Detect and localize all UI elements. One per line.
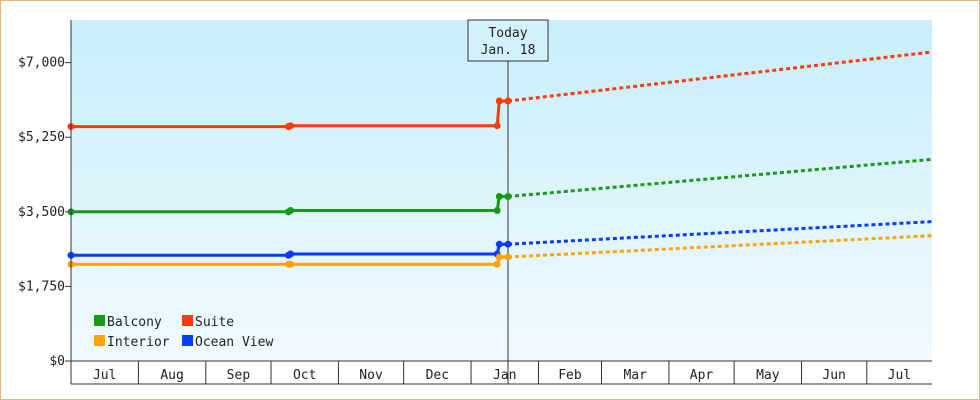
series-projection-ocean-view xyxy=(507,220,933,246)
series-interior xyxy=(67,234,933,268)
legend-swatch-balcony xyxy=(94,315,105,326)
y-tick-label: $7,000 xyxy=(18,56,65,71)
data-point-interior xyxy=(504,253,512,261)
data-point-balcony xyxy=(493,207,501,215)
x-tick-label: Jan xyxy=(493,368,516,383)
data-point-interior xyxy=(287,260,295,268)
series-projection-interior xyxy=(507,234,933,259)
data-point-interior xyxy=(493,260,501,268)
data-point-balcony xyxy=(287,207,295,215)
x-axis: Jul Aug Sep Oct Nov Dec Jan Feb Mar Apr May Jun Jul xyxy=(71,360,932,385)
data-point-suite xyxy=(493,122,501,130)
today-box xyxy=(467,19,549,62)
y-tick-label: $5,250 xyxy=(18,130,65,145)
y-tick-label: $1,750 xyxy=(18,279,65,294)
data-point-suite xyxy=(504,97,512,105)
legend-swatch-suite xyxy=(182,315,193,326)
legend-swatch-ocean-view xyxy=(182,335,193,346)
x-tick-label: Jul xyxy=(93,368,116,383)
today-date-label: Jan. 18 xyxy=(481,43,536,58)
legend-label-suite: Suite xyxy=(195,315,234,330)
series-suite xyxy=(67,50,933,131)
x-tick-label: Jul xyxy=(888,368,911,383)
data-point-suite xyxy=(287,122,295,130)
y-axis-ticks: $0 $1,750 $3,500 $5,250 $7,000 xyxy=(18,56,71,369)
series-projection-suite xyxy=(507,50,933,103)
x-tick-label: May xyxy=(756,368,780,383)
y-tick-label: $3,500 xyxy=(18,205,65,220)
data-point-balcony xyxy=(495,192,503,200)
data-point-ocean-view xyxy=(287,250,295,258)
x-tick-label: Feb xyxy=(558,368,582,383)
today-label: Today xyxy=(488,26,527,41)
legend-label-interior: Interior xyxy=(107,335,170,350)
series-ocean-view xyxy=(67,220,933,259)
y-tick-label: $0 xyxy=(49,354,65,369)
series-balcony xyxy=(67,157,933,216)
data-point-suite xyxy=(495,97,503,105)
x-tick-label: Nov xyxy=(359,368,383,383)
series-group xyxy=(67,50,933,268)
legend-label-ocean-view: Ocean View xyxy=(195,335,273,350)
legend-swatch-interior xyxy=(94,335,105,346)
data-point-ocean-view xyxy=(504,240,512,248)
x-tick-label: Sep xyxy=(227,368,251,383)
x-tick-label: Mar xyxy=(623,368,647,383)
today-marker: Today Jan. 18 xyxy=(467,19,549,384)
data-point-ocean-view xyxy=(495,240,503,248)
data-point-balcony xyxy=(504,192,512,200)
legend: Balcony Suite Interior Ocean View xyxy=(94,315,273,350)
x-tick-label: Dec xyxy=(426,368,449,383)
x-tick-label: Aug xyxy=(160,368,183,383)
series-projection-balcony xyxy=(507,157,933,198)
x-tick-label: Apr xyxy=(690,368,714,383)
data-point-interior xyxy=(495,253,503,261)
x-tick-label: Jun xyxy=(822,368,845,383)
x-tick-label: Oct xyxy=(293,368,316,383)
plot-area xyxy=(71,20,932,361)
legend-label-balcony: Balcony xyxy=(107,315,162,330)
